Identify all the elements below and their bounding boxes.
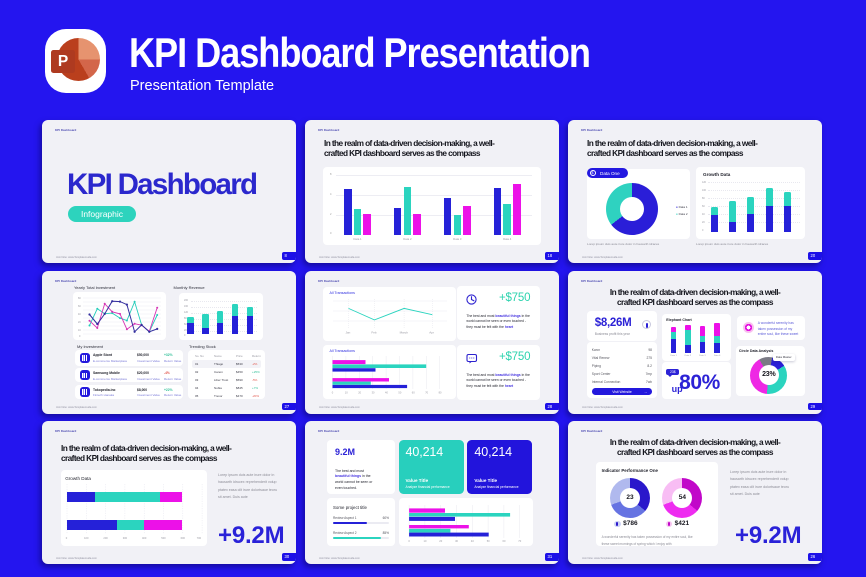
svg-text:70: 70 bbox=[518, 539, 521, 543]
svg-text:10: 10 bbox=[423, 539, 426, 543]
svg-text:Feb: Feb bbox=[371, 331, 377, 335]
svg-text:10: 10 bbox=[344, 390, 347, 394]
svg-text:80: 80 bbox=[438, 390, 441, 394]
svg-text:40: 40 bbox=[385, 390, 388, 394]
svg-text:70: 70 bbox=[425, 390, 428, 394]
svg-text:60: 60 bbox=[502, 539, 505, 543]
svg-text:40: 40 bbox=[470, 539, 473, 543]
svg-text:40: 40 bbox=[78, 313, 81, 316]
svg-text:50: 50 bbox=[486, 539, 489, 543]
svg-text:March: March bbox=[399, 331, 408, 335]
svg-text:0: 0 bbox=[408, 539, 410, 543]
svg-text:0: 0 bbox=[79, 335, 81, 338]
svg-text:30: 30 bbox=[371, 390, 374, 394]
svg-text:30: 30 bbox=[455, 539, 458, 543]
svg-text:80: 80 bbox=[78, 297, 81, 300]
svg-text:Jan: Jan bbox=[345, 331, 350, 335]
svg-text:20: 20 bbox=[439, 539, 442, 543]
svg-text:20: 20 bbox=[78, 321, 81, 324]
svg-text:10: 10 bbox=[78, 329, 81, 332]
svg-text:50: 50 bbox=[398, 390, 401, 394]
svg-text:20: 20 bbox=[358, 390, 361, 394]
svg-text:Apr: Apr bbox=[429, 331, 434, 335]
svg-text:60: 60 bbox=[411, 390, 414, 394]
svg-text:0: 0 bbox=[331, 390, 333, 394]
svg-text:60: 60 bbox=[78, 305, 81, 308]
